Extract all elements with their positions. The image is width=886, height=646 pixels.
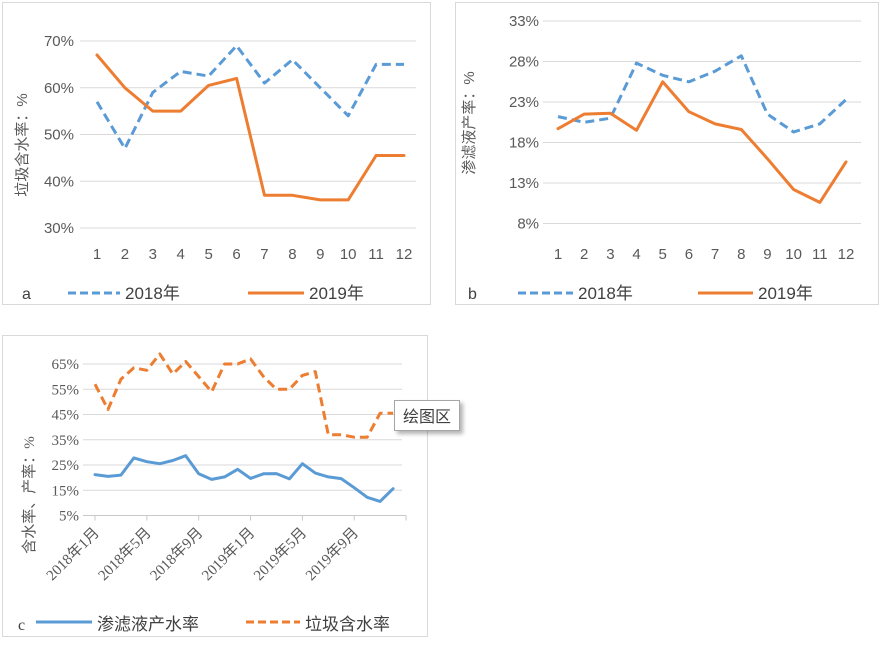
chart-a-xtick-label: 10	[340, 246, 357, 263]
chart-a-xtick-label: 3	[149, 246, 157, 263]
chart-c-legend-item-second[interactable]: 垃圾含水率	[246, 615, 390, 634]
chart-a-x-axis: 1 2 3 4 5 6 7 8 9 10 11 12	[93, 246, 413, 263]
legend-item-label: 渗滤液产水率	[97, 615, 199, 634]
chart-a-y-axis-title: 垃圾含水率：%	[14, 93, 31, 196]
chart-c-series-second-line[interactable]	[93, 352, 394, 439]
chart-b-ytick: 8%	[517, 216, 539, 233]
chart-c-series-first-line[interactable]	[93, 454, 395, 503]
chart-b-xtick-label: 5	[659, 246, 667, 263]
chart-a-ytick: 50%	[44, 127, 74, 144]
legend-item-label: 2018年	[578, 284, 633, 303]
chart-a-legend-item-second[interactable]: 2019年	[248, 284, 364, 303]
chart-b-legend-item-first[interactable]: 2018年	[518, 284, 633, 303]
chart-c-legend-item-first[interactable]: 渗滤液产水率	[36, 615, 199, 634]
chart-b-series-first-line[interactable]	[557, 54, 848, 134]
plot-area-tooltip-label: 绘图区	[403, 409, 452, 426]
chart-b-xtick-label: 7	[711, 246, 719, 263]
chart-a-xtick-label: 2	[121, 246, 129, 263]
chart-a-gridlines: 70% 60% 50% 40% 30%	[44, 33, 416, 237]
chart-b-xtick-label: 12	[838, 246, 855, 263]
chart-c-corner-label: c	[18, 617, 25, 634]
chart-a[interactable]: 70% 60% 50% 40% 30% 1 2 3 4 5 6 7 8 9 10 11 12 垃圾含水率：% a 20…	[2, 2, 431, 305]
chart-b-ytick: 18%	[509, 135, 539, 152]
chart-a-xtick-label: 11	[368, 246, 384, 263]
plot-area-tooltip: 绘图区	[394, 400, 461, 431]
chart-c-canvas: 65%55%45%35%25%15%5%2018年1月2018年5月2018年9…	[2, 335, 428, 637]
chart-c-ytick: 45%	[52, 408, 80, 424]
chart-b-ytick: 33%	[509, 13, 539, 30]
chart-c-ytick: 35%	[52, 433, 80, 449]
chart-c-ytick: 5%	[59, 509, 79, 525]
chart-b-legend-item-second[interactable]: 2019年	[698, 284, 813, 303]
chart-a-series-first-line[interactable]	[95, 44, 404, 150]
chart-c-ytick: 25%	[52, 458, 80, 474]
chart-c[interactable]: 65% 55% 45% 35% 25% 15% 5% 2018年1月 2018年5月 2018年9…	[2, 335, 428, 637]
legend-item-label: 2019年	[758, 284, 813, 303]
chart-a-frame	[2, 2, 431, 305]
chart-c-ytick: 65%	[52, 357, 80, 373]
legend-item-label: 2019年	[309, 284, 364, 303]
chart-a-corner-label: a	[22, 286, 31, 303]
chart-b-corner-label: b	[468, 286, 477, 303]
chart-c-ytick: 55%	[52, 382, 80, 398]
chart-a-legend-item-first[interactable]: 2018年	[68, 284, 180, 303]
chart-a-series-second-line[interactable]	[95, 53, 406, 202]
chart-c-y-axis-title: 含水率、产率：%	[21, 436, 38, 554]
chart-a-xtick-label: 4	[177, 246, 185, 263]
legend-item-label: 垃圾含水率	[305, 615, 390, 634]
chart-c-ytick: 15%	[52, 483, 80, 499]
chart-b[interactable]: 33% 28% 23% 18% 13% 8% 1 2 3 4 5 6 7 8 9 10 11 12 渗滤液产率：% b…	[455, 2, 879, 305]
chart-b-gridlines: 33% 28% 23% 18% 13% 8%	[509, 13, 861, 233]
chart-b-xtick-label: 1	[554, 246, 562, 263]
chart-a-xtick-label: 12	[396, 246, 413, 263]
chart-a-xtick-label: 9	[316, 246, 324, 263]
chart-b-y-axis-title: 渗滤液产率：%	[461, 71, 478, 174]
chart-b-series-second-line[interactable]	[556, 80, 848, 204]
chart-a-xtick-label: 7	[260, 246, 268, 263]
chart-b-xtick-label: 9	[763, 246, 771, 263]
chart-b-frame	[455, 2, 879, 305]
chart-b-xtick-label: 3	[606, 246, 614, 263]
legend-item-label: 2018年	[125, 284, 180, 303]
chart-b-ytick: 23%	[509, 94, 539, 111]
chart-b-xtick-label: 8	[737, 246, 745, 263]
chart-b-xtick-label: 11	[812, 246, 828, 263]
chart-b-xtick-label: 10	[785, 246, 802, 263]
chart-b-ytick: 28%	[509, 54, 539, 71]
chart-a-xtick-label: 1	[93, 246, 101, 263]
chart-a-xtick-label: 6	[232, 246, 240, 263]
chart-a-ytick: 40%	[44, 173, 74, 190]
chart-b-ytick: 13%	[509, 175, 539, 192]
chart-b-xtick-label: 4	[632, 246, 640, 263]
chart-a-ytick: 70%	[44, 33, 74, 50]
chart-a-xtick-label: 8	[288, 246, 296, 263]
chart-b-xtick-label: 6	[685, 246, 693, 263]
chart-a-xtick-label: 5	[204, 246, 212, 263]
chart-b-xtick-label: 2	[580, 246, 588, 263]
chart-a-ytick: 60%	[44, 80, 74, 97]
chart-b-x-axis: 1 2 3 4 5 6 7 8 9 10 11 12	[554, 246, 854, 263]
chart-b-canvas: 33%28%23%18%13%8%1 2 3 4 5 6 7 8 9 10 11 12渗滤液产率：%b…	[455, 2, 879, 305]
chart-a-ytick: 30%	[44, 220, 74, 237]
